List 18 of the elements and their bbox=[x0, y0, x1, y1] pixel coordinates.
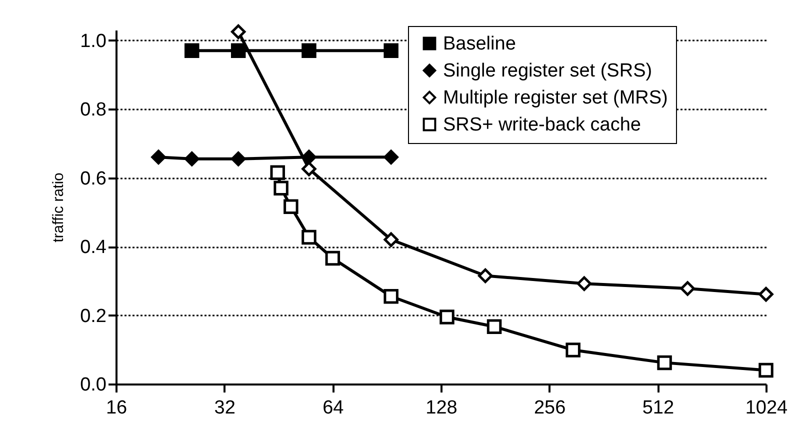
legend-label: Multiple register set (MRS) bbox=[443, 88, 668, 108]
x-tick-label: 16 bbox=[106, 398, 128, 418]
y-tick-label: 1.0 bbox=[80, 30, 106, 52]
x-tick-label: 256 bbox=[534, 398, 566, 418]
y-tick-label: 0.0 bbox=[80, 374, 106, 396]
y-tick-label: 0.2 bbox=[80, 306, 106, 327]
y-tick-label: 0.4 bbox=[80, 237, 107, 258]
x-tick-label: 1024 bbox=[745, 398, 788, 418]
legend-label: Baseline bbox=[443, 34, 516, 54]
x-tick-label: 128 bbox=[426, 398, 458, 418]
y-axis-title: traffic ratio bbox=[50, 172, 68, 242]
y-tick-label: 0.6 bbox=[80, 168, 106, 190]
x-tick-label: 512 bbox=[642, 398, 674, 418]
x-tick-label: 64 bbox=[322, 398, 344, 418]
x-tick-label: 32 bbox=[214, 398, 236, 418]
legend-label: Single register set (SRS) bbox=[443, 60, 652, 82]
y-tick-label: 0.8 bbox=[80, 100, 106, 121]
legend-label: SRS+ write-back cache bbox=[443, 114, 641, 136]
